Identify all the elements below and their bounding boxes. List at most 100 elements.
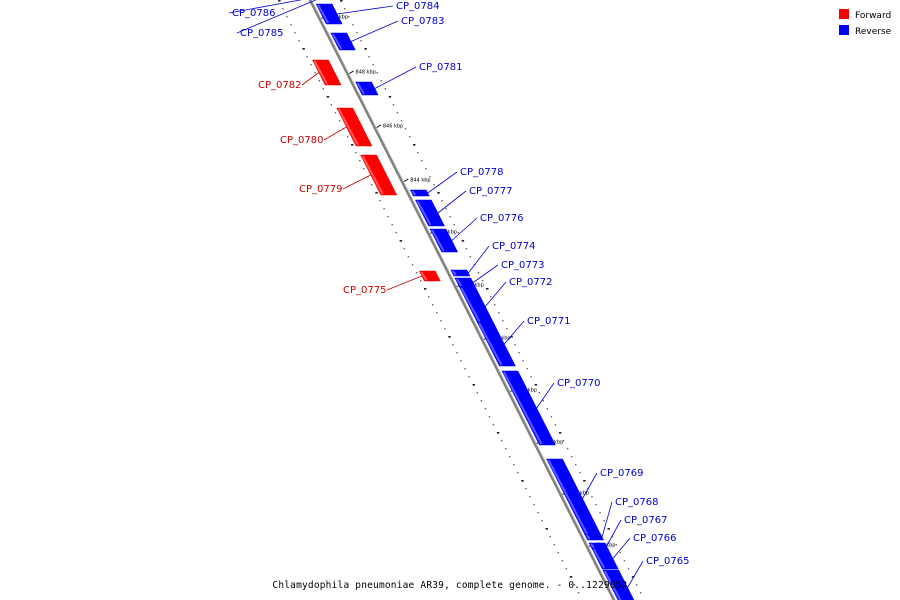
guide-dot-left	[318, 80, 320, 82]
guide-dot-left	[496, 432, 500, 434]
gene-label-CP_0765[interactable]: CP_0765	[646, 556, 689, 567]
guide-dot-right	[579, 472, 581, 474]
gene-label-CP_0780[interactable]: CP_0780	[280, 135, 323, 146]
gene-CP_0775[interactable]	[418, 270, 441, 282]
guide-dot-right	[388, 96, 392, 98]
label-connector	[627, 560, 644, 588]
gene-label-CP_0782[interactable]: CP_0782	[258, 80, 301, 91]
guide-dot-left	[371, 184, 373, 186]
guide-dot-left	[403, 248, 406, 250]
gene-label-CP_0779[interactable]: CP_0779	[299, 184, 342, 195]
guide-dot-right	[396, 112, 399, 114]
guide-dot-left	[330, 104, 333, 106]
guide-dot-right	[518, 352, 520, 354]
guide-dot-left	[492, 424, 495, 426]
guide-dot-right	[380, 80, 382, 82]
gene-label-CP_0769[interactable]: CP_0769	[600, 468, 643, 479]
gene-label-CP_0770[interactable]: CP_0770	[557, 378, 600, 389]
guide-dot-right	[546, 408, 549, 410]
guide-dot-left	[464, 368, 466, 370]
gene-CP_0770[interactable]	[501, 370, 556, 446]
gene-shading	[356, 82, 366, 95]
gene-label-CP_0775[interactable]: CP_0775	[343, 285, 386, 296]
guide-dot-right	[421, 160, 423, 162]
dotted-guide-lines	[278, 0, 642, 594]
gene-CP_0781[interactable]	[355, 81, 379, 96]
legend-swatch-reverse[interactable]	[839, 25, 849, 35]
gene-label-CP_0781[interactable]: CP_0781	[419, 62, 462, 73]
gene-label-CP_0772[interactable]: CP_0772	[509, 277, 552, 288]
gene-label-CP_0777[interactable]: CP_0777	[469, 186, 512, 197]
guide-dot-left	[423, 288, 427, 290]
guide-dot-right	[485, 288, 489, 290]
gene-CP_0778[interactable]	[409, 189, 430, 197]
gene-label-CP_0783[interactable]: CP_0783	[401, 16, 444, 27]
gene-shading	[431, 229, 445, 252]
gene-label-CP_0784[interactable]: CP_0784	[396, 1, 439, 12]
gene-features	[312, 3, 637, 600]
gene-shading	[420, 271, 428, 281]
guide-dot-right	[627, 568, 630, 570]
scale-tick	[402, 178, 409, 183]
gene-CP_0782[interactable]	[312, 59, 342, 86]
guide-dot-right	[623, 560, 626, 562]
guide-dot-left	[306, 56, 308, 58]
gene-shading	[460, 287, 483, 326]
gene-label-CP_0786[interactable]: CP_0786	[232, 8, 275, 19]
guide-dot-right	[344, 8, 346, 10]
gene-CP_0777[interactable]	[414, 199, 445, 227]
guide-dot-left	[484, 408, 487, 410]
guide-dot-left	[517, 472, 519, 474]
guide-dot-right	[530, 376, 532, 378]
guide-dot-left	[375, 192, 378, 194]
gene-label-CP_0766[interactable]: CP_0766	[633, 533, 676, 544]
guide-dot-right	[522, 360, 524, 362]
gene-CP_0771[interactable]	[476, 321, 516, 367]
gene-label-CP_0768[interactable]: CP_0768	[615, 497, 658, 508]
guide-dot-right	[477, 272, 480, 274]
scale-tick	[348, 70, 354, 75]
gene-CP_0776[interactable]	[429, 228, 459, 253]
tick-label: 844 kbp	[410, 178, 430, 184]
guide-dot-right	[506, 328, 508, 330]
guide-dot-right	[368, 56, 370, 58]
gene-CP_0780[interactable]	[336, 107, 373, 147]
guide-dot-left	[350, 144, 354, 146]
guide-dot-left	[525, 488, 527, 490]
gene-CP_0783[interactable]	[330, 32, 356, 51]
gene-label-CP_0776[interactable]: CP_0776	[480, 213, 523, 224]
label-connector	[374, 66, 417, 89]
gene-label-CP_0773[interactable]: CP_0773	[501, 260, 544, 271]
gene-CP_0774[interactable]	[450, 269, 471, 277]
guide-dot-right	[615, 544, 617, 546]
gene-shading	[456, 278, 463, 287]
guide-dot-left	[314, 72, 316, 74]
guide-dot-right	[372, 64, 374, 66]
gene-shading	[592, 548, 606, 569]
gene-label-CP_0778[interactable]: CP_0778	[460, 167, 503, 178]
gene-label-CP_0774[interactable]: CP_0774	[492, 241, 535, 252]
guide-dot-left	[346, 136, 349, 138]
gene-shading	[452, 270, 457, 276]
gene-label-CP_0767[interactable]: CP_0767	[624, 515, 667, 526]
guide-dot-right	[562, 440, 565, 442]
guide-dot-right	[425, 168, 427, 170]
backbone-line	[308, 0, 616, 600]
guide-dot-right	[502, 320, 504, 322]
guide-dot-right	[445, 208, 447, 210]
gene-label-CP_0785[interactable]: CP_0785	[240, 28, 283, 39]
genome-backbone	[308, 0, 616, 600]
gene-CP_0784[interactable]	[315, 3, 343, 25]
legend-swatch-forward[interactable]	[839, 9, 849, 19]
gene-CP_0768[interactable]	[584, 533, 604, 541]
gene-label-CP_0771[interactable]: CP_0771	[527, 316, 570, 327]
gene-CP_0766[interactable]	[591, 547, 619, 570]
guide-dot-left	[427, 296, 430, 298]
gene-CP_0779[interactable]	[360, 154, 398, 196]
gene-CP_0765[interactable]	[602, 569, 637, 600]
guide-dot-left	[533, 504, 535, 506]
guide-dot-left	[326, 96, 330, 98]
guide-dot-right	[348, 16, 350, 18]
guide-dot-left	[565, 568, 568, 570]
guide-dot-right	[449, 216, 451, 218]
